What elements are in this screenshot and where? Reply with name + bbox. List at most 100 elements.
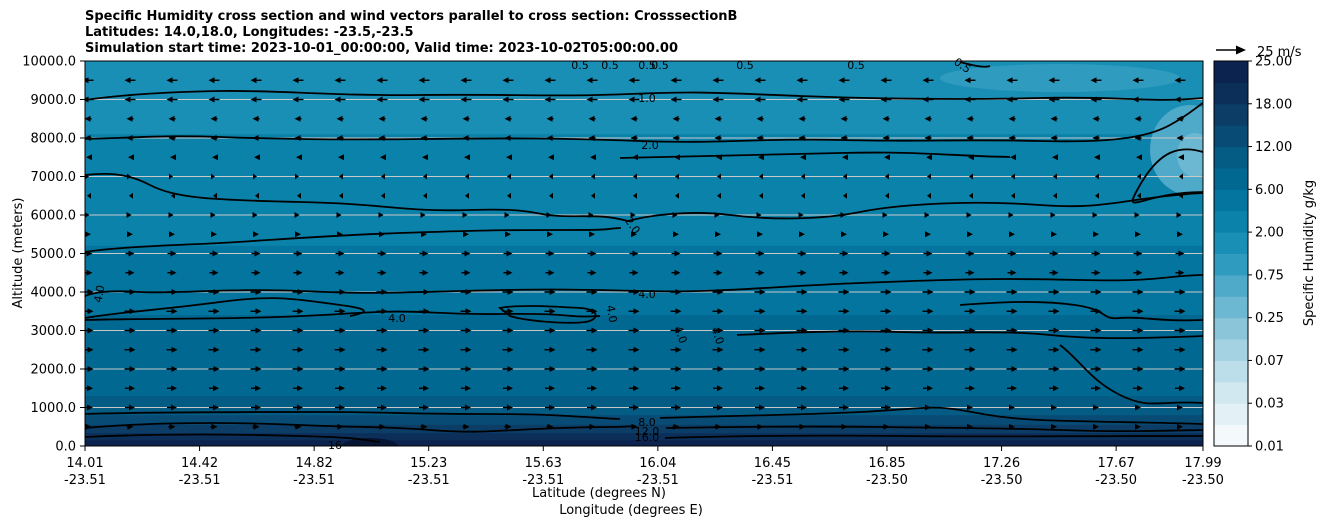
- wind-arrow: [1135, 423, 1141, 430]
- wind-arrow: [294, 423, 302, 430]
- contour-line: [85, 274, 1203, 297]
- wind-arrow: [1178, 154, 1184, 161]
- wind-arrow: [798, 115, 806, 122]
- wind-arrow: [885, 173, 889, 180]
- wind-arrow: [843, 173, 847, 180]
- wind-arrow: [462, 423, 470, 430]
- wind-arrow: [126, 135, 134, 141]
- wind-arrow: [1137, 173, 1141, 180]
- wind-arrow: [880, 346, 892, 353]
- wind-arrow: [209, 385, 219, 392]
- wind-arrow: [671, 404, 681, 411]
- wind-arrow: [376, 327, 388, 334]
- wind-arrow: [85, 231, 91, 238]
- contour-line: [1131, 148, 1203, 204]
- colorbar-segment: [1214, 210, 1248, 233]
- wind-arrow: [292, 366, 304, 372]
- wind-arrow: [545, 269, 555, 276]
- wind-arrow: [502, 77, 514, 84]
- wind-arrow: [507, 173, 511, 180]
- wind-arrow: [293, 385, 303, 392]
- wind-arrow: [796, 77, 808, 84]
- wind-arrow: [504, 115, 512, 122]
- humidity-band: [85, 315, 1203, 358]
- wind-arrow: [839, 250, 849, 257]
- wind-arrow: [502, 327, 514, 334]
- wind-arrow: [1048, 327, 1060, 334]
- wind-arrow: [1092, 115, 1100, 122]
- wind-arrow: [544, 308, 556, 315]
- wind-arrow: [630, 135, 638, 141]
- wind-arrow: [336, 135, 344, 141]
- wind-arrow: [124, 327, 136, 334]
- wind-arrow: [797, 250, 807, 257]
- wind-arrow: [502, 289, 514, 295]
- wind-arrow: [1091, 250, 1101, 257]
- contour-lines: [85, 61, 1203, 443]
- y-tick-label: 9000.0: [31, 93, 77, 108]
- wind-arrow: [85, 269, 93, 276]
- wind-arrow: [545, 404, 555, 411]
- wind-arrow: [964, 96, 976, 103]
- wind-arrow: [713, 250, 723, 257]
- x-axis-label-lat: Latitude (degrees N): [532, 486, 666, 501]
- wind-arrow: [85, 404, 93, 411]
- wind-arrow: [800, 154, 806, 161]
- wind-arrow: [922, 346, 934, 353]
- wind-arrow: [880, 289, 892, 295]
- wind-arrow: [503, 385, 513, 392]
- wind-arrow: [966, 135, 974, 141]
- wind-arrow: [969, 192, 973, 199]
- x-tick-label-lon: -23.51: [179, 473, 221, 488]
- wind-arrow: [506, 154, 512, 161]
- wind-arrow: [631, 231, 637, 238]
- wind-arrow: [378, 135, 386, 141]
- wind-arrow: [253, 231, 259, 238]
- wind-arrow: [420, 212, 426, 218]
- wind-arrow: [839, 385, 849, 392]
- wind-arrow: [167, 385, 177, 392]
- wind-arrow: [670, 77, 682, 84]
- wind-arrow: [628, 289, 640, 295]
- wind-arrow: [1090, 77, 1102, 84]
- wind-arrow: [294, 135, 302, 141]
- x-tick-label-lat: 15.63: [525, 456, 562, 471]
- colorbar-tick-label: 18.00: [1255, 97, 1292, 112]
- wind-arrow: [1133, 250, 1143, 257]
- wind-arrow: [925, 423, 931, 430]
- wind-arrow: [379, 231, 385, 238]
- wind-arrow: [460, 96, 472, 103]
- wind-arrow: [964, 77, 976, 84]
- wind-arrow: [336, 423, 344, 430]
- contour-line: [627, 192, 1203, 222]
- wind-arrow: [250, 289, 262, 295]
- wind-arrow: [85, 115, 92, 122]
- wind-arrow: [335, 269, 345, 276]
- wind-arrow: [798, 135, 806, 141]
- wind-arrow: [1091, 269, 1101, 276]
- wind-arrow: [841, 231, 847, 238]
- wind-arrow: [756, 135, 764, 141]
- wind-arrow: [377, 404, 387, 411]
- wind-arrow: [754, 289, 766, 295]
- contour-label: 4.0: [638, 288, 656, 301]
- wind-arrow: [754, 366, 766, 372]
- wind-arrow: [1006, 77, 1018, 84]
- wind-arrow: [377, 250, 387, 257]
- wind-arrow: [125, 404, 135, 411]
- wind-arrow: [292, 327, 304, 334]
- wind-arrow: [797, 385, 807, 392]
- wind-arrow: [338, 154, 344, 161]
- colorbar-segment: [1214, 146, 1248, 169]
- wind-arrow: [460, 289, 472, 295]
- colorbar-segment: [1214, 232, 1248, 254]
- wind-arrow: [418, 308, 430, 315]
- wind-arrow: [376, 77, 388, 84]
- wind-arrow: [419, 269, 429, 276]
- humidity-band: [85, 440, 1203, 446]
- wind-arrow: [419, 250, 429, 257]
- wind-arrow: [1052, 154, 1058, 161]
- wind-arrow: [505, 231, 511, 238]
- wind-arrow: [1176, 115, 1184, 122]
- wind-arrow: [796, 289, 808, 295]
